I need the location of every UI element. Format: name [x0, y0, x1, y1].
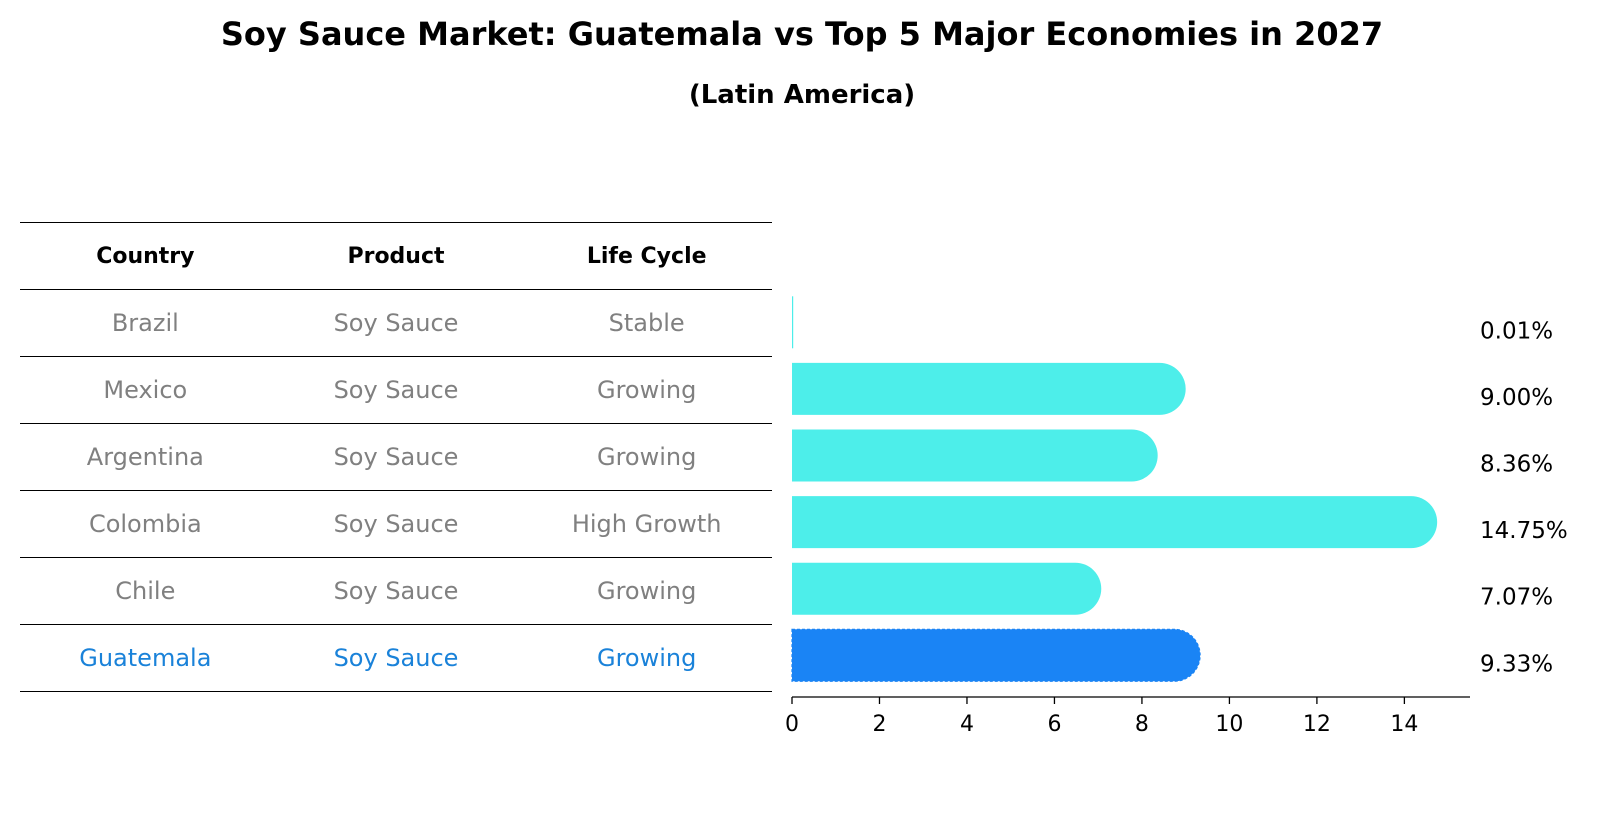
- bar-colombia: [792, 496, 1438, 549]
- table-row: Colombia Soy Sauce High Growth: [20, 490, 772, 557]
- bar-chile: [792, 562, 1102, 615]
- data-label-mexico: 9.00%: [1480, 385, 1553, 411]
- cell-product: Soy Sauce: [333, 644, 459, 672]
- data-label-brazil: 0.01%: [1480, 318, 1553, 344]
- x-tick-label-0: 0: [785, 712, 799, 737]
- table-row: Mexico Soy Sauce Growing: [20, 356, 772, 423]
- header-life-cycle: Life Cycle: [586, 243, 707, 269]
- cell-country: Argentina: [86, 443, 204, 471]
- x-tick-label-8: 8: [1135, 712, 1149, 737]
- cell-country: Mexico: [103, 376, 188, 404]
- x-tick-label-12: 12: [1303, 712, 1331, 737]
- bar-mexico: [792, 362, 1186, 415]
- bar-brazil: [792, 296, 794, 349]
- bar-argentina: [792, 429, 1158, 482]
- table-row: Chile Soy Sauce Growing: [20, 557, 772, 624]
- cell-country: Chile: [115, 577, 176, 605]
- table-row: Argentina Soy Sauce Growing: [20, 423, 772, 490]
- cell-product: Soy Sauce: [333, 510, 459, 538]
- x-tick-label-4: 4: [960, 712, 974, 737]
- table-header-row: Country Product Life Cycle: [20, 222, 772, 289]
- data-label-chile: 7.07%: [1480, 585, 1553, 611]
- table-row-highlight: Guatemala Soy Sauce Growing: [20, 624, 772, 692]
- chart-subtitle: (Latin America): [688, 80, 916, 110]
- chart-title: Soy Sauce Market: Guatemala vs Top 5 Maj…: [220, 15, 1384, 53]
- cell-country: Guatemala: [79, 644, 212, 672]
- data-label-colombia: 14.75%: [1480, 518, 1568, 544]
- x-tick-label-14: 14: [1390, 712, 1418, 737]
- cell-life-cycle: High Growth: [571, 510, 722, 538]
- cell-product: Soy Sauce: [333, 443, 459, 471]
- cell-country: Brazil: [111, 309, 179, 337]
- cell-product: Soy Sauce: [333, 577, 459, 605]
- cell-product: Soy Sauce: [333, 309, 459, 337]
- cell-life-cycle: Growing: [596, 644, 697, 672]
- x-tick-label-10: 10: [1215, 712, 1243, 737]
- x-tick-label-2: 2: [872, 712, 886, 737]
- header-product: Product: [347, 243, 445, 269]
- cell-life-cycle: Growing: [596, 577, 697, 605]
- x-tick-label-6: 6: [1047, 712, 1061, 737]
- cell-life-cycle: Stable: [608, 309, 685, 337]
- table-row: Brazil Soy Sauce Stable: [20, 289, 772, 356]
- data-table: Country Product Life Cycle Brazil Soy Sa…: [20, 222, 772, 692]
- cell-life-cycle: Growing: [596, 376, 697, 404]
- cell-product: Soy Sauce: [333, 376, 459, 404]
- cell-life-cycle: Growing: [596, 443, 697, 471]
- header-country: Country: [96, 243, 195, 269]
- data-label-argentina: 8.36%: [1480, 452, 1553, 478]
- bar-guatemala: [791, 628, 1201, 682]
- cell-country: Colombia: [88, 510, 202, 538]
- data-label-guatemala: 9.33%: [1480, 651, 1553, 677]
